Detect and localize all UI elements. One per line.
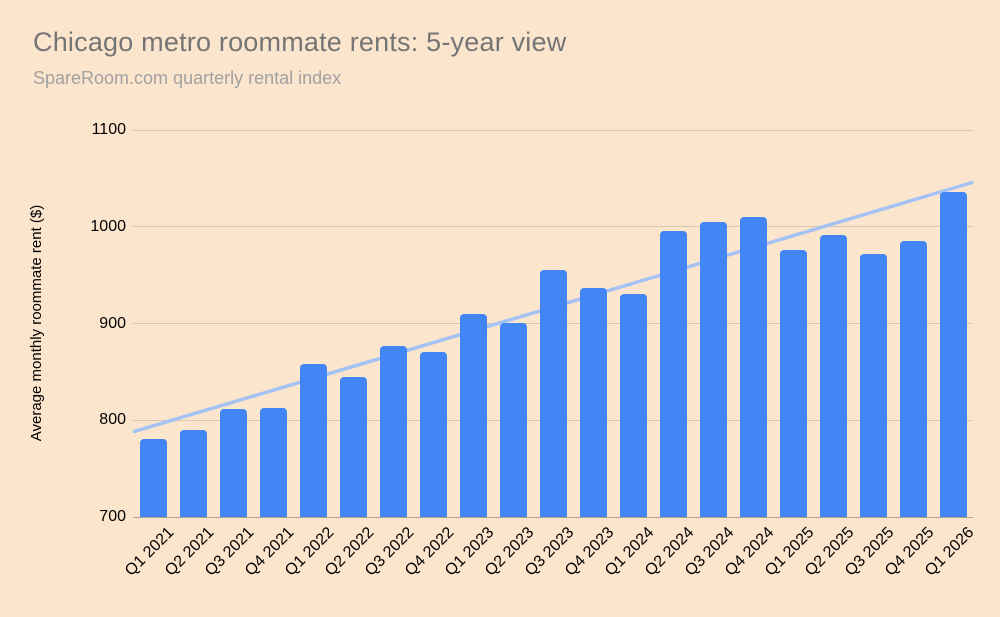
bar-q3-2023[interactable] — [539, 270, 567, 517]
bar-q4-2021[interactable] — [259, 407, 287, 517]
bar-q1-2024[interactable] — [619, 294, 647, 517]
bar-q2-2025[interactable] — [819, 235, 847, 517]
bar-q3-2022[interactable] — [379, 345, 407, 517]
bar-q4-2022[interactable] — [419, 351, 447, 517]
bar-q3-2024[interactable] — [699, 221, 727, 517]
bar-q1-2022[interactable] — [299, 364, 327, 517]
bar-q3-2021[interactable] — [219, 408, 247, 517]
bar-q1-2023[interactable] — [459, 313, 487, 517]
bar-q2-2023[interactable] — [499, 322, 527, 517]
bar-q4-2024[interactable] — [739, 217, 767, 517]
bar-q3-2025[interactable] — [859, 253, 887, 517]
bar-q2-2021[interactable] — [179, 429, 207, 517]
y-tick-1100: 1100 — [91, 121, 126, 138]
bar-q2-2022[interactable] — [339, 376, 367, 517]
bar-q4-2025[interactable] — [899, 241, 927, 517]
y-tick-800: 800 — [99, 411, 126, 429]
bar-q1-2021[interactable] — [139, 438, 167, 517]
bar-q4-2023[interactable] — [579, 287, 607, 517]
gridline-1100 — [133, 129, 973, 131]
gridline-700 — [133, 516, 973, 518]
y-axis-title: Average monthly roommate rent ($) — [28, 204, 45, 442]
bar-q1-2026[interactable] — [939, 191, 967, 517]
y-tick-1000: 1000 — [90, 217, 126, 235]
bar-q2-2024[interactable] — [659, 230, 687, 517]
plot-area — [132, 129, 974, 518]
chart-subtitle: SpareRoom.com quarterly rental index — [33, 68, 342, 88]
gridline-1000 — [133, 226, 973, 228]
bar-q1-2025[interactable] — [779, 249, 807, 517]
y-tick-700: 700 — [99, 508, 126, 525]
chart-title: Chicago metro roommate rents: 5-year vie… — [33, 27, 567, 57]
y-tick-900: 900 — [99, 314, 126, 332]
